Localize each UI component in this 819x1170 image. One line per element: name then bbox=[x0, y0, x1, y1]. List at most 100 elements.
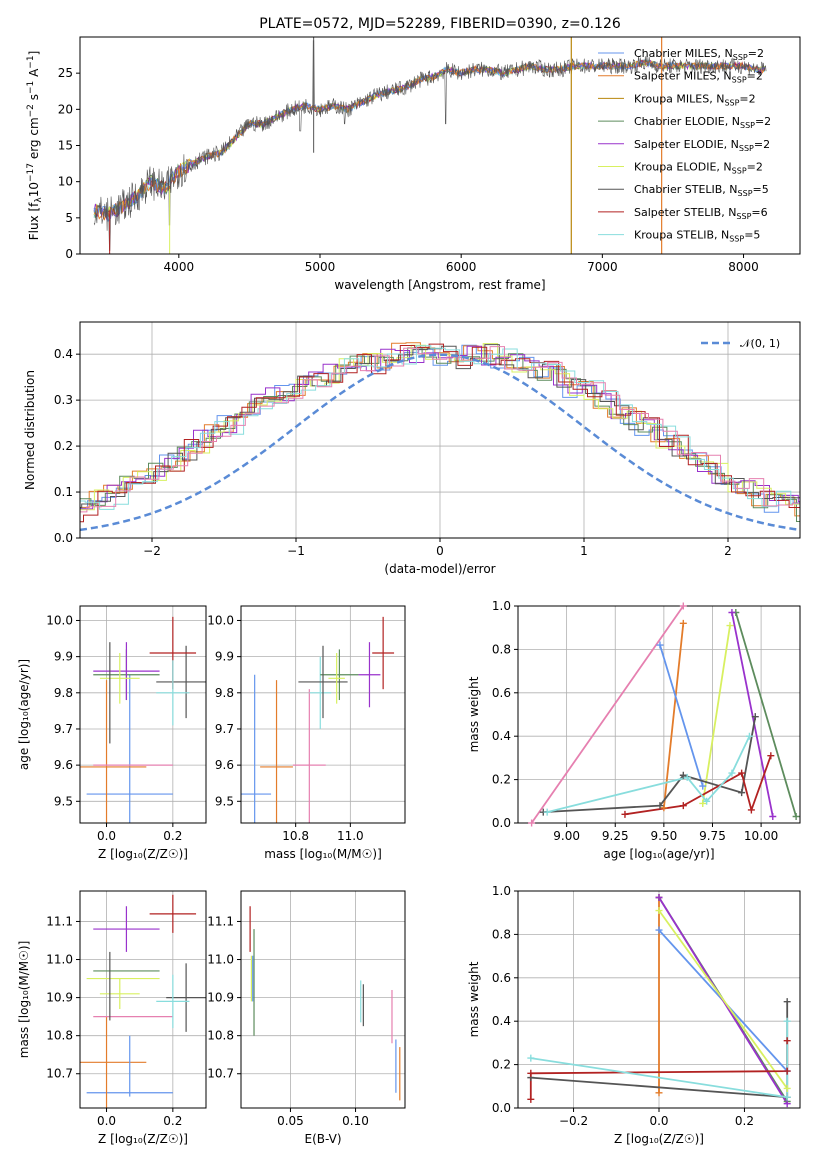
x-axis-label: wavelength [Angstrom, rest frame] bbox=[334, 278, 545, 292]
legend-sub: SSP bbox=[740, 121, 755, 130]
y-label-part: A bbox=[27, 68, 41, 81]
x-axis-label: Z [log₁₀(Z/Z☉)] bbox=[98, 1132, 188, 1146]
weight-marker bbox=[527, 1054, 535, 1062]
x-tick-label: 9.00 bbox=[553, 829, 580, 843]
axes-frame bbox=[79, 605, 207, 824]
x-tick-label: 0.0 bbox=[97, 829, 116, 843]
weight-marker bbox=[528, 819, 536, 827]
plot-area-age_vs_mass bbox=[241, 616, 395, 823]
y-tick-label: 0.2 bbox=[492, 773, 511, 787]
legend-label: Salpeter STELIB, NSSP=6 bbox=[634, 206, 768, 221]
weight-marker bbox=[783, 1037, 791, 1045]
panel-age_vs_Z: 0.0 0.2 9.5 9.6 9.7 9.8 9.9 10.0 Z [log₁₀(Z/Z☉)]… bbox=[17, 605, 207, 861]
panel-residuals: −2 −1 0 1 2 0.0 0.1 0.2 0.3 0.4 (data-model)/error… bbox=[23, 321, 801, 576]
plot-area-residuals bbox=[80, 342, 800, 532]
legend-sub: SSP bbox=[736, 212, 751, 221]
histogram-step bbox=[80, 345, 800, 510]
y-tick-label: 9.8 bbox=[215, 686, 234, 700]
y-label-part: λ bbox=[34, 197, 44, 203]
legend-value: =2 bbox=[748, 47, 764, 60]
legend-name: Chabrier STELIB, N bbox=[634, 183, 738, 196]
y-tick-label: 0.4 bbox=[54, 347, 73, 361]
histogram-step bbox=[80, 346, 800, 513]
weight-line bbox=[530, 606, 685, 823]
histogram-step bbox=[80, 343, 800, 522]
figure-title: PLATE=0572, MJD=52289, FIBERID=0390, z=0… bbox=[259, 16, 621, 32]
y-tick-label: 10.7 bbox=[207, 1067, 234, 1081]
axes-age_vs_mass: 10.8 11.0 9.5 9.6 9.7 9.8 9.9 10.0 mass [log₁₀(M… bbox=[207, 605, 406, 861]
x-tick-label: 0.0 bbox=[97, 1114, 116, 1128]
legend-sub: SSP bbox=[724, 98, 739, 107]
plot-layer: 4000 5000 6000 7000 80000510152025wavelength… bbox=[17, 36, 801, 1146]
y-tick-label: 0.4 bbox=[492, 1014, 511, 1028]
legend-sub: SSP bbox=[729, 235, 744, 244]
panel-weight_vs_age: 9.00 9.25 9.50 9.75 10.00 0.0 0.2 0.4 0.6 0.8 1.0 a… bbox=[467, 599, 801, 861]
weight-marker bbox=[621, 810, 629, 818]
y-tick-label: 9.6 bbox=[54, 758, 73, 772]
x-tick-label: 10.00 bbox=[744, 829, 778, 843]
weight-marker bbox=[655, 907, 663, 915]
y-tick-label: 0.2 bbox=[54, 439, 73, 453]
x-tick-label: 0 bbox=[436, 544, 444, 558]
x-tick-label: −1 bbox=[287, 544, 305, 558]
y-label-part: −1 bbox=[26, 81, 36, 94]
histogram-step bbox=[80, 347, 800, 522]
y-tick-label: 0.0 bbox=[492, 816, 511, 830]
y-tick-label: 0.8 bbox=[492, 642, 511, 656]
panel-age_vs_mass: 10.8 11.0 9.5 9.6 9.7 9.8 9.9 10.0 mass [log₁₀(M… bbox=[207, 605, 406, 861]
axes-frame bbox=[79, 890, 207, 1109]
weight-marker bbox=[655, 1089, 663, 1097]
y-label-part: −2 bbox=[26, 104, 36, 117]
x-tick-label: 1 bbox=[580, 544, 588, 558]
y-axis-label: Flux [fλ10−17 erg cm−2 s−1 A−1] bbox=[26, 51, 44, 241]
x-tick-label: 9.75 bbox=[699, 829, 726, 843]
y-tick-label: 10.0 bbox=[46, 613, 73, 627]
legend-label: 𝒩(0, 1) bbox=[740, 337, 780, 350]
y-tick-label: 25 bbox=[58, 66, 73, 80]
y-tick-label: 15 bbox=[58, 139, 73, 153]
legend-name: Chabrier ELODIE, N bbox=[634, 115, 740, 128]
legend-value: =6 bbox=[751, 206, 767, 219]
axes-frame bbox=[517, 605, 801, 824]
legend-sub: SSP bbox=[732, 76, 747, 85]
weight-line bbox=[734, 612, 797, 817]
panel-mass_vs_Z: 0.0 0.2 10.7 10.8 10.9 11.0 11.1 Z [log₁₀(Z/Z☉)… bbox=[17, 890, 207, 1146]
weight-line bbox=[731, 612, 774, 817]
histogram-step bbox=[80, 342, 800, 517]
weight-line bbox=[663, 623, 685, 808]
y-tick-label: 0.8 bbox=[492, 927, 511, 941]
y-tick-label: 11.1 bbox=[46, 914, 73, 928]
y-tick-label: 10.0 bbox=[207, 613, 234, 627]
axes-weight_vs_age: 9.00 9.25 9.50 9.75 10.00 0.0 0.2 0.4 0.6 0.8 1.0 a… bbox=[467, 599, 801, 861]
y-label-part: Flux [f bbox=[27, 202, 41, 240]
y-tick-label: 1.0 bbox=[492, 884, 511, 898]
axes-weight_vs_Z: −0.2 0.0 0.2 0.0 0.2 0.4 0.6 0.8 1.0 Z [log₁₀(Z/Z… bbox=[467, 884, 801, 1146]
histogram-step bbox=[80, 344, 800, 509]
x-tick-label: 10.8 bbox=[282, 829, 309, 843]
legend-value: =2 bbox=[754, 138, 770, 151]
y-tick-label: 20 bbox=[58, 102, 73, 116]
y-tick-label: 11.0 bbox=[46, 953, 73, 967]
legend-value: =5 bbox=[753, 183, 769, 196]
legend-name: Salpeter ELODIE, N bbox=[634, 138, 739, 151]
weight-marker bbox=[738, 789, 746, 797]
weight-marker bbox=[767, 752, 775, 760]
y-tick-label: 0.0 bbox=[54, 531, 73, 545]
axes-frame bbox=[240, 605, 406, 824]
legend-sub: SSP bbox=[733, 53, 748, 62]
x-tick-label: 11.0 bbox=[337, 829, 364, 843]
legend-sub: SSP bbox=[732, 167, 747, 176]
weight-marker bbox=[655, 894, 663, 902]
y-axis-label: mass [log₁₀(M/M☉)] bbox=[17, 941, 31, 1059]
legend-label: Chabrier ELODIE, NSSP=2 bbox=[634, 115, 771, 130]
y-axis-label: mass weight bbox=[467, 961, 481, 1037]
y-tick-label: 10.9 bbox=[207, 991, 234, 1005]
weight-line bbox=[701, 625, 731, 804]
weight-marker bbox=[679, 771, 687, 779]
weight-line bbox=[543, 716, 757, 813]
y-tick-label: 9.7 bbox=[54, 722, 73, 736]
y-tick-label: 9.5 bbox=[54, 794, 73, 808]
weight-marker bbox=[527, 1069, 535, 1077]
x-axis-label: age [log₁₀(age/yr)] bbox=[603, 847, 714, 861]
legend-name: Salpeter MILES, N bbox=[634, 70, 732, 83]
